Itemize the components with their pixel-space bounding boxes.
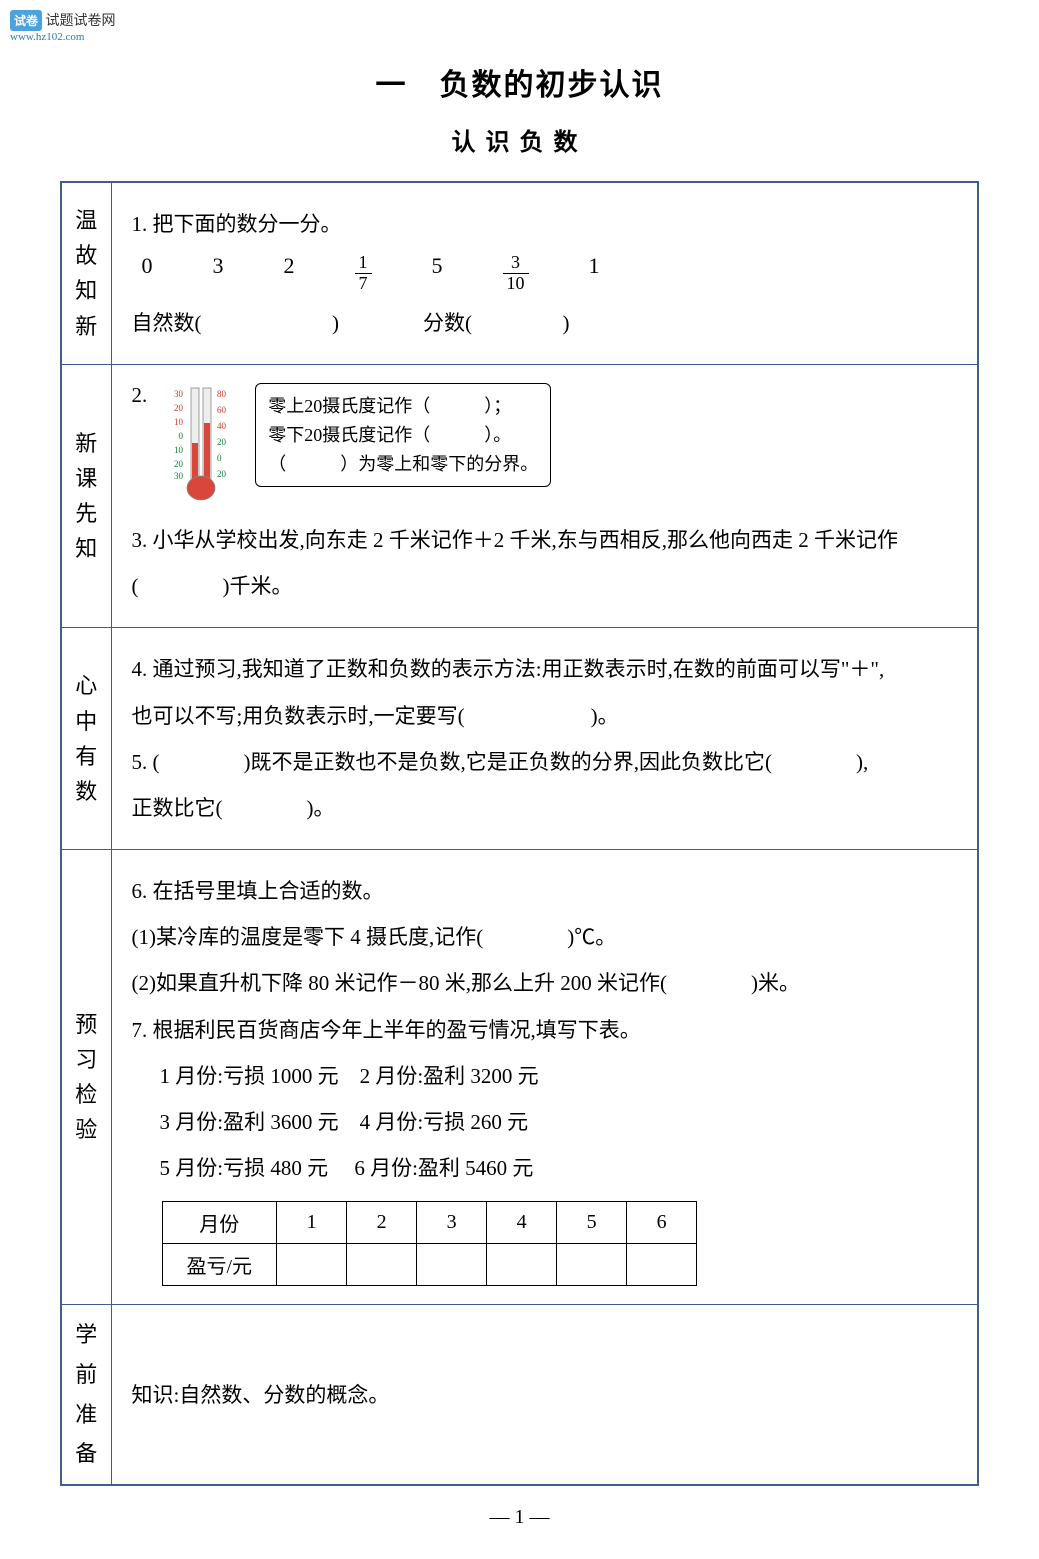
tbl-c1: 1 bbox=[277, 1202, 347, 1244]
q4-line1: 4. 通过预习,我知道了正数和负数的表示方法:用正数表示时,在数的前面可以写"＋… bbox=[132, 646, 958, 692]
q6-1: (1)某冷库的温度是零下 4 摄氏度,记作( )℃。 bbox=[132, 914, 958, 960]
section-label-4: 预 习 检 验 bbox=[61, 850, 111, 1305]
tbl-h-month: 月份 bbox=[162, 1202, 277, 1244]
thermometer-icon: 30 20 10 0 10 20 30 80 60 40 20 0 20 bbox=[161, 383, 241, 503]
svg-text:0: 0 bbox=[217, 453, 222, 463]
q1-blanks: 自然数( ) 分数( ) bbox=[132, 300, 958, 346]
page-subtitle: 认识负数 bbox=[60, 122, 979, 157]
q3-line2: ( )千米。 bbox=[132, 563, 958, 609]
tbl-blank-3 bbox=[417, 1244, 487, 1286]
page-number: — 1 — bbox=[60, 1506, 979, 1529]
num-1: 1 bbox=[589, 253, 600, 294]
num-3: 3 bbox=[213, 253, 224, 294]
site-logo: 试卷 试题试卷网 www.hz102.com bbox=[10, 10, 116, 47]
section-content-2: 2. 30 20 10 0 10 20 30 bbox=[111, 364, 978, 627]
frac-1-7: 17 bbox=[355, 253, 372, 294]
section-content-5: 知识:自然数、分数的概念。 bbox=[111, 1305, 978, 1485]
section-label-5: 学前 准备 bbox=[61, 1305, 111, 1485]
logo-site: www.hz102.com bbox=[10, 31, 84, 43]
section-label-2: 新 课 先 知 bbox=[61, 364, 111, 627]
tbl-blank-2 bbox=[347, 1244, 417, 1286]
s5-text: 知识:自然数、分数的概念。 bbox=[132, 1372, 958, 1418]
tbl-blank-6 bbox=[627, 1244, 697, 1286]
svg-text:20: 20 bbox=[217, 437, 227, 447]
tbl-c2: 2 bbox=[347, 1202, 417, 1244]
page-title: 一 负数的初步认识 bbox=[60, 60, 979, 104]
logo-badge: 试卷 bbox=[10, 10, 42, 31]
section-content-1: 1. 把下面的数分一分。 0 3 2 17 5 310 1 自然数( ) 分数(… bbox=[111, 182, 978, 364]
q4-line2: 也可以不写;用负数表示时,一定要写( )。 bbox=[132, 693, 958, 739]
num-5: 5 bbox=[432, 253, 443, 294]
q7-l2: 3 月份:盈利 3600 元 4 月份:亏损 260 元 bbox=[160, 1099, 958, 1145]
tbl-c3: 3 bbox=[417, 1202, 487, 1244]
tbl-c5: 5 bbox=[557, 1202, 627, 1244]
q1-head: 1. 把下面的数分一分。 bbox=[132, 201, 958, 247]
profit-loss-table: 月份 1 2 3 4 5 6 盈亏/元 bbox=[162, 1201, 698, 1286]
num-0: 0 bbox=[142, 253, 153, 294]
svg-text:0: 0 bbox=[179, 431, 184, 441]
svg-text:60: 60 bbox=[217, 405, 227, 415]
section-label-3: 心 中 有 数 bbox=[61, 628, 111, 850]
q5-line2: 正数比它( )。 bbox=[132, 785, 958, 831]
q2-num: 2. bbox=[132, 383, 148, 408]
q6-head: 6. 在括号里填上合适的数。 bbox=[132, 868, 958, 914]
tbl-c4: 4 bbox=[487, 1202, 557, 1244]
svg-text:10: 10 bbox=[174, 417, 184, 427]
callout-line3: （ ）为零上和零下的分界。 bbox=[268, 450, 538, 479]
svg-text:20: 20 bbox=[174, 403, 184, 413]
num-2: 2 bbox=[284, 253, 295, 294]
callout-line2: 零下20摄氏度记作（ ）。 bbox=[268, 421, 538, 450]
svg-text:20: 20 bbox=[217, 469, 227, 479]
tbl-blank-4 bbox=[487, 1244, 557, 1286]
tbl-blank-5 bbox=[557, 1244, 627, 1286]
svg-text:30: 30 bbox=[174, 471, 184, 481]
q3-line1: 3. 小华从学校出发,向东走 2 千米记作＋2 千米,东与西相反,那么他向西走 … bbox=[132, 517, 958, 563]
q7-head: 7. 根据利民百货商店今年上半年的盈亏情况,填写下表。 bbox=[132, 1007, 958, 1053]
section-content-4: 6. 在括号里填上合适的数。 (1)某冷库的温度是零下 4 摄氏度,记作( )℃… bbox=[111, 850, 978, 1305]
q5-line1: 5. ( )既不是正数也不是负数,它是正负数的分界,因此负数比它( ), bbox=[132, 739, 958, 785]
section-content-3: 4. 通过预习,我知道了正数和负数的表示方法:用正数表示时,在数的前面可以写"＋… bbox=[111, 628, 978, 850]
frac-3-10: 310 bbox=[503, 253, 529, 294]
worksheet-table: 温 故 知 新 1. 把下面的数分一分。 0 3 2 17 5 310 1 自然… bbox=[60, 181, 979, 1486]
q1-numbers: 0 3 2 17 5 310 1 bbox=[132, 247, 958, 300]
svg-text:10: 10 bbox=[174, 445, 184, 455]
svg-text:80: 80 bbox=[217, 389, 227, 399]
tbl-blank-1 bbox=[277, 1244, 347, 1286]
svg-text:40: 40 bbox=[217, 421, 227, 431]
q7-l3: 5 月份:亏损 480 元 6 月份:盈利 5460 元 bbox=[160, 1145, 958, 1191]
section-label-1: 温 故 知 新 bbox=[61, 182, 111, 364]
tbl-r2-label: 盈亏/元 bbox=[162, 1244, 277, 1286]
q6-2: (2)如果直升机下降 80 米记作－80 米,那么上升 200 米记作( )米。 bbox=[132, 960, 958, 1006]
svg-text:20: 20 bbox=[174, 459, 184, 469]
callout-line1: 零上20摄氏度记作（ ）； bbox=[268, 392, 538, 421]
svg-text:30: 30 bbox=[174, 389, 184, 399]
q7-l1: 1 月份:亏损 1000 元 2 月份:盈利 3200 元 bbox=[160, 1053, 958, 1099]
logo-text: 试题试卷网 bbox=[46, 14, 116, 29]
q2-callout: 零上20摄氏度记作（ ）； 零下20摄氏度记作（ ）。 （ ）为零上和零下的分界… bbox=[255, 383, 551, 487]
tbl-c6: 6 bbox=[627, 1202, 697, 1244]
